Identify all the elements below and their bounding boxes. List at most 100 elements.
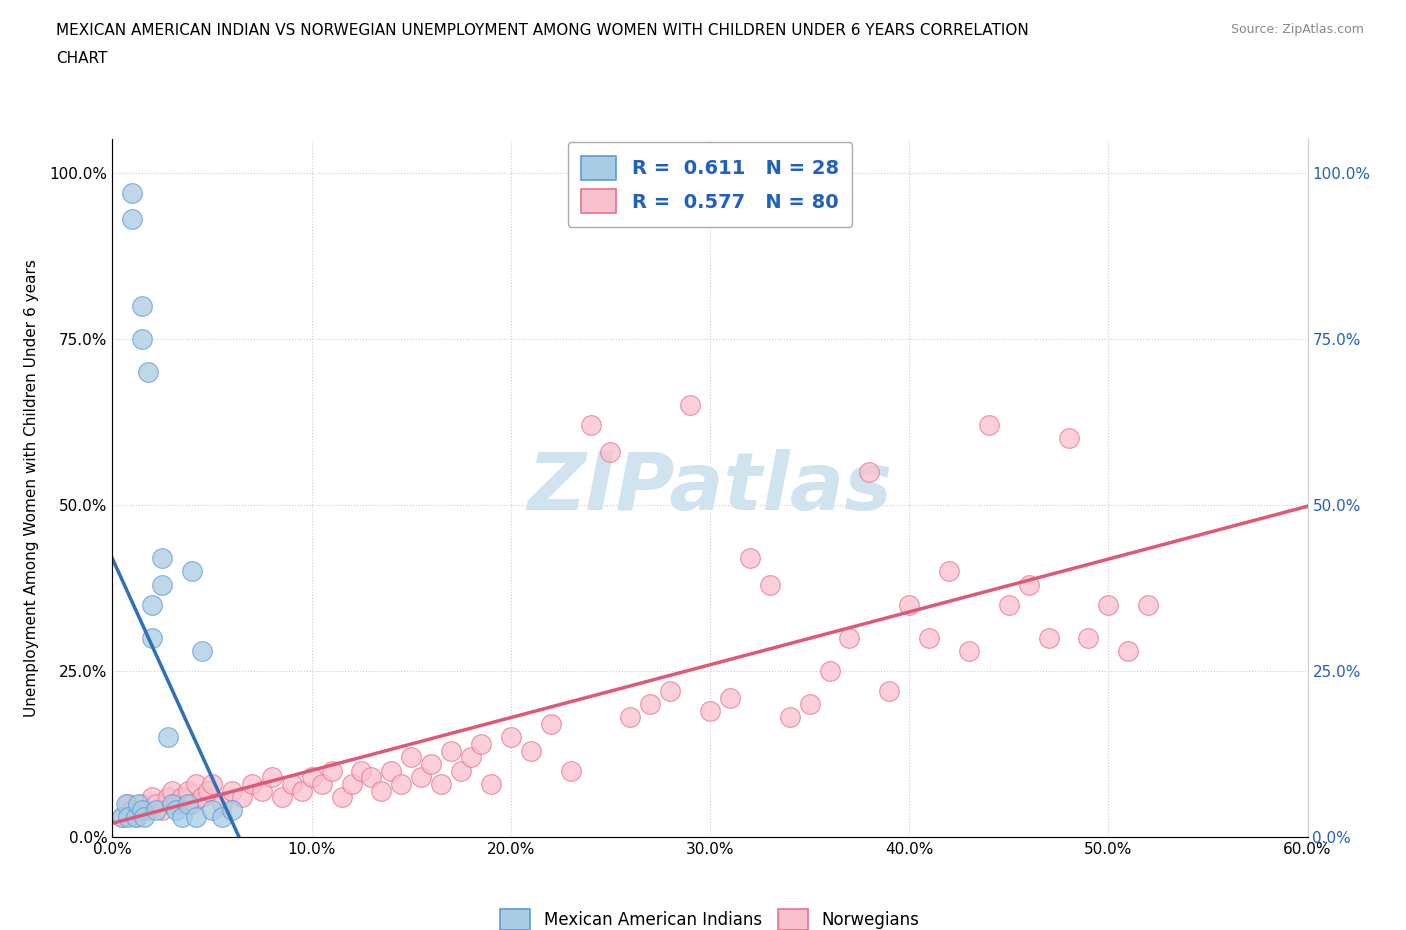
Point [121,803,143,817]
Point [1137,597,1160,612]
Point [165,796,187,811]
Point [138,365,160,379]
Point [1038,631,1060,645]
Point [260,770,283,785]
Point [121,185,143,200]
Point [340,777,363,791]
Point [181,564,204,578]
Point [938,564,960,578]
Point [111,810,134,825]
Y-axis label: Unemployment Among Women with Children Under 6 years: Unemployment Among Women with Children U… [24,259,38,717]
Point [162,783,183,798]
Point [150,803,173,817]
Point [918,631,941,645]
Point [679,398,702,413]
Point [141,631,163,645]
Point [1097,597,1119,612]
Point [191,644,214,658]
Point [181,796,204,811]
Point [172,810,194,825]
Point [638,697,662,711]
Point [738,551,761,565]
Point [411,770,433,785]
Text: Source: ZipAtlas.com: Source: ZipAtlas.com [1230,23,1364,36]
Point [131,331,153,346]
Point [250,783,273,798]
Text: MEXICAN AMERICAN INDIAN VS NORWEGIAN UNEMPLOYMENT AMONG WOMEN WITH CHILDREN UNDE: MEXICAN AMERICAN INDIAN VS NORWEGIAN UNE… [56,23,1029,38]
Point [380,764,402,778]
Point [858,464,880,479]
Point [460,750,482,764]
Point [321,764,343,778]
Point [201,803,224,817]
Point [197,783,219,798]
Point [125,810,148,825]
Point [117,810,139,825]
Point [619,710,641,724]
Point [165,803,187,817]
Point [125,810,148,825]
Point [977,418,1000,432]
Point [150,578,173,592]
Point [350,764,373,778]
Point [117,796,139,811]
Point [177,796,200,811]
Point [401,750,423,764]
Point [201,777,224,791]
Point [998,597,1021,612]
Point [440,743,463,758]
Point [211,810,233,825]
Point [141,790,163,804]
Point [470,737,492,751]
Point [138,803,160,817]
Point [131,796,153,811]
Point [150,551,173,565]
Point [145,803,167,817]
Point [186,777,208,791]
Point [231,790,253,804]
Point [699,703,721,718]
Point [221,803,243,817]
Point [838,631,860,645]
Point [430,777,453,791]
Point [659,684,682,698]
Point [957,644,980,658]
Point [191,790,214,804]
Point [121,212,143,227]
Point [270,790,292,804]
Point [718,690,741,705]
Text: ZIPatlas: ZIPatlas [527,449,893,527]
Point [1077,631,1099,645]
Point [360,770,382,785]
Text: CHART: CHART [56,51,108,66]
Point [291,783,314,798]
Point [221,783,243,798]
Point [127,796,149,811]
Point [330,790,353,804]
Point [240,777,263,791]
Point [779,710,801,724]
Point [560,764,582,778]
Point [499,730,522,745]
Point [145,796,167,811]
Point [177,783,200,798]
Point [579,418,602,432]
Point [799,697,821,711]
Point [540,717,562,732]
Point [877,684,900,698]
Point [157,730,180,745]
Point [1116,644,1139,658]
Point [157,790,180,804]
Point [211,796,233,811]
Point [134,810,156,825]
Point [111,810,134,825]
Point [131,299,153,313]
Point [131,803,153,817]
Point [370,783,392,798]
Legend: Mexican American Indians, Norwegians: Mexican American Indians, Norwegians [492,901,928,930]
Point [281,777,304,791]
Point [1018,578,1040,592]
Point [141,597,163,612]
Point [520,743,543,758]
Point [759,578,782,592]
